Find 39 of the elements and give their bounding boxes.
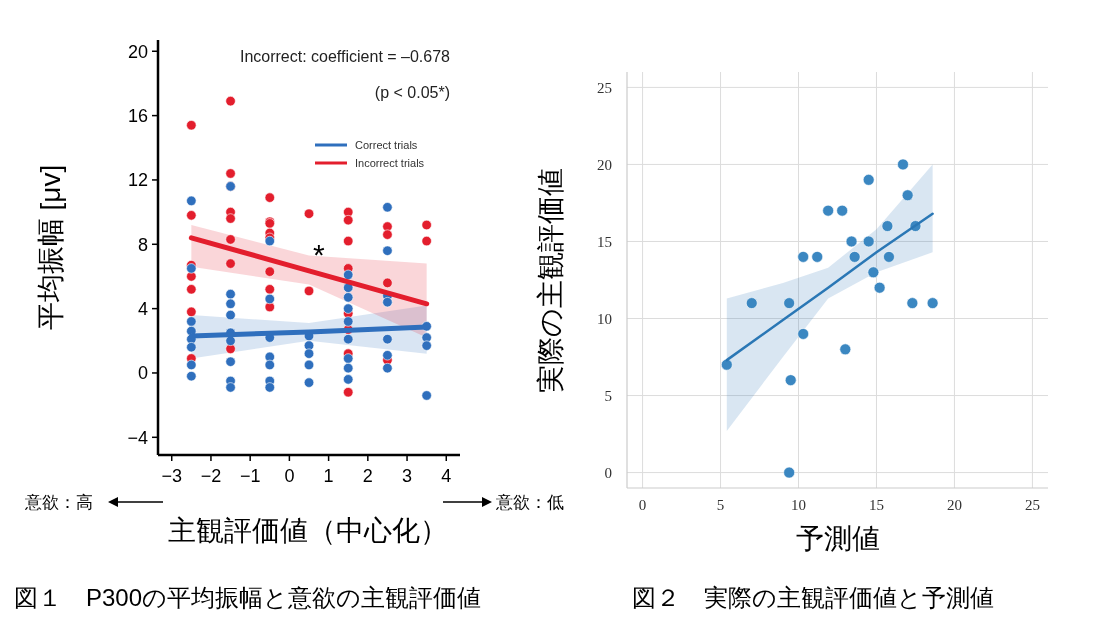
y-tick-label: 25	[597, 79, 612, 96]
x-tick-label: 2	[362, 466, 373, 486]
x-tick-label: 25	[1024, 497, 1040, 513]
x-axis-title: 予測値	[796, 522, 880, 555]
y-tick-label: −4	[127, 427, 148, 448]
x-tick-label: −1	[239, 466, 261, 486]
legend-label: Incorrect trials	[355, 157, 425, 169]
y-tick-label: 16	[127, 105, 148, 126]
y-axis-title: 平均振幅 [μv]	[35, 164, 66, 331]
x-tick-label: 4	[441, 466, 452, 486]
x-tick-label: 15	[868, 497, 884, 513]
x-tick-label: 10	[791, 497, 807, 513]
annotation: Incorrect: coefficient = –0.678	[239, 48, 451, 65]
annotation: (p < 0.05*)	[374, 84, 450, 101]
y-tick-label: 15	[597, 233, 612, 250]
x-tick-label: 5	[716, 497, 725, 513]
y-tick-label: 4	[137, 298, 148, 319]
y-tick-label: 12	[127, 170, 148, 191]
text: 図１ P300の平均振幅と意欲の主観評価値	[14, 584, 482, 611]
x-tick-label: −2	[200, 466, 222, 486]
text: 意欲：低	[495, 493, 564, 512]
y-tick-label: 20	[597, 156, 612, 173]
y-tick-label: 8	[137, 234, 148, 255]
y-tick-label: 5	[604, 387, 612, 404]
y-axis-title: 実際の主観評価値	[534, 167, 567, 393]
x-tick-label: 3	[402, 466, 413, 486]
y-tick-label: 10	[597, 310, 612, 327]
x-tick-label: −3	[161, 466, 182, 486]
y-tick-label: 0	[137, 363, 148, 384]
annotation: *	[312, 238, 325, 272]
legend-label: Correct trials	[355, 139, 418, 151]
x-tick-label: 1	[323, 466, 334, 486]
x-axis-title: 主観評価値（中心化）	[168, 515, 448, 546]
text: 意欲：高	[24, 493, 93, 512]
y-tick-label: 20	[127, 41, 148, 62]
x-tick-label: 20	[946, 497, 962, 513]
x-tick-label: 0	[638, 497, 647, 513]
text: 図２ 実際の主観評価値と予測値	[632, 584, 994, 612]
x-tick-label: 0	[284, 466, 295, 486]
